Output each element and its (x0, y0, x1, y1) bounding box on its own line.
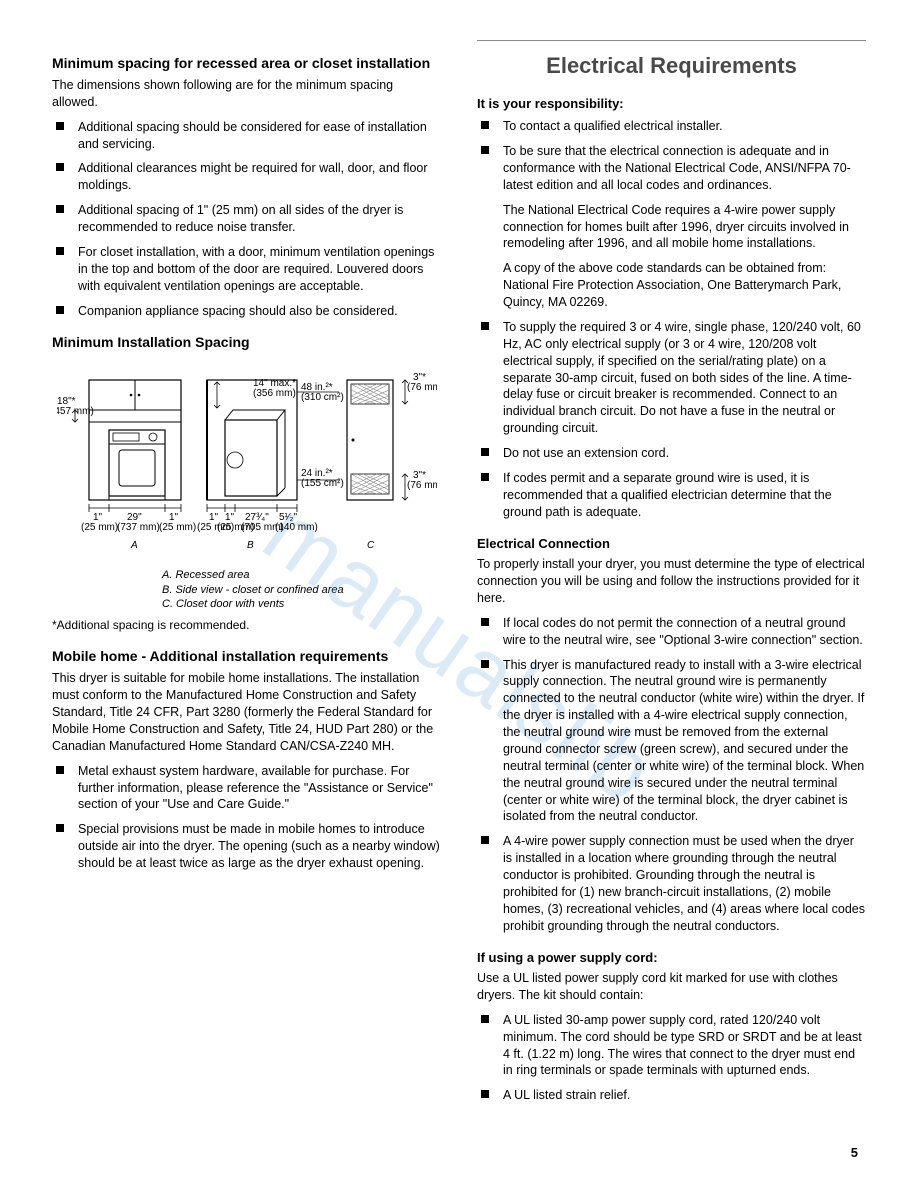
page-number: 5 (851, 1145, 858, 1160)
list-item: If local codes do not permit the connect… (477, 615, 866, 649)
list-item: A UL listed strain relief. (477, 1087, 866, 1104)
list-item: Companion appliance spacing should also … (52, 303, 441, 320)
legend-line: A. Recessed area (162, 568, 441, 582)
bullets-spacing: Additional spacing should be considered … (52, 119, 441, 320)
legend-line: B. Side view - closet or confined area (162, 583, 441, 597)
list-item: Metal exhaust system hardware, available… (52, 763, 441, 814)
page: manualslib Minimum spacing for recessed … (0, 0, 918, 1188)
list-item: If codes permit and a separate ground wi… (477, 470, 866, 521)
list-cont: A copy of the above code standards can b… (503, 260, 866, 311)
right-column: Electrical Requirements It is your respo… (469, 40, 866, 1112)
list-item: Additional spacing should be considered … (52, 119, 441, 153)
list-cont: The National Electrical Code requires a … (503, 202, 866, 253)
dim-label: (76 mm) (407, 382, 437, 393)
list-item: To contact a qualified electrical instal… (477, 118, 866, 135)
heading-min-spacing: Minimum spacing for recessed area or clo… (52, 54, 441, 73)
heading-responsibility: It is your responsibility: (477, 95, 866, 113)
list-item: A UL listed 30-amp power supply cord, ra… (477, 1012, 866, 1080)
heading-connection: Electrical Connection (477, 535, 866, 553)
list-item: This dryer is manufactured ready to inst… (477, 657, 866, 826)
heading-install-spacing: Minimum Installation Spacing (52, 333, 441, 352)
list-item: A 4-wire power supply connection must be… (477, 833, 866, 934)
list-item: For closet installation, with a door, mi… (52, 244, 441, 295)
legend-line: C. Closet door with vents (162, 597, 441, 611)
dim-label: (140 mm) (275, 522, 318, 533)
cord-text: Use a UL listed power supply cord kit ma… (477, 970, 866, 1004)
bullets-connection: If local codes do not permit the connect… (477, 615, 866, 935)
spacing-diagram: 18"* (457 mm) 1" (25 mm) 29" (737 mm) 1"… (57, 360, 437, 560)
heading-cord: If using a power supply cord: (477, 949, 866, 967)
dim-label: (356 mm) (253, 388, 296, 399)
list-item: Special provisions must be made in mobil… (52, 821, 441, 872)
list-item: Do not use an extension cord. (477, 445, 866, 462)
list-text: To be sure that the electrical connectio… (503, 144, 851, 192)
bullets-cord: A UL listed 30-amp power supply cord, ra… (477, 1012, 866, 1104)
dim-label: (76 mm) (407, 480, 437, 491)
dim-label: (25 mm) (81, 522, 118, 533)
left-column: Minimum spacing for recessed area or clo… (52, 40, 449, 1112)
diagram-letter: C (367, 540, 375, 551)
list-item: Additional spacing of 1" (25 mm) on all … (52, 202, 441, 236)
dim-label: (457 mm) (57, 406, 94, 417)
diagram-letter: A (130, 540, 138, 551)
heading-mobile: Mobile home - Additional installation re… (52, 647, 441, 666)
section-rule (477, 40, 866, 41)
connection-text: To properly install your dryer, you must… (477, 556, 866, 607)
dim-label: (737 mm) (117, 522, 160, 533)
diagram-legend: A. Recessed area B. Side view - closet o… (162, 568, 441, 611)
list-item: Additional clearances might be required … (52, 160, 441, 194)
list-item: To supply the required 3 or 4 wire, sing… (477, 319, 866, 437)
bullets-mobile: Metal exhaust system hardware, available… (52, 763, 441, 872)
dim-label: (25 mm) (159, 522, 196, 533)
diagram-letter: B (247, 540, 254, 551)
footnote: *Additional spacing is recommended. (52, 617, 441, 633)
intro-text: The dimensions shown following are for t… (52, 77, 441, 111)
list-item: To be sure that the electrical connectio… (477, 143, 866, 311)
section-title: Electrical Requirements (477, 51, 866, 81)
bullets-responsibility: To contact a qualified electrical instal… (477, 118, 866, 520)
mobile-text: This dryer is suitable for mobile home i… (52, 670, 441, 754)
dim-label: (310 cm²) (301, 392, 344, 403)
